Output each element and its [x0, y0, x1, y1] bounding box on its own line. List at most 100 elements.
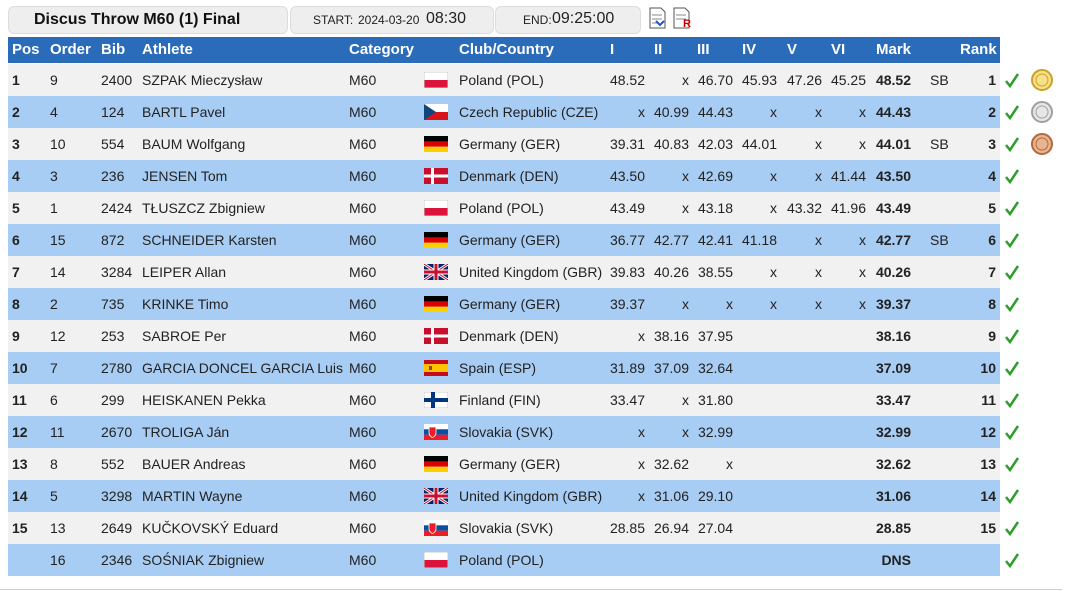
- attempt: x: [726, 456, 733, 472]
- check-icon: [1005, 104, 1020, 121]
- flag: [424, 360, 448, 376]
- attempt: x: [770, 168, 777, 184]
- attempt: 39.37: [609, 296, 645, 312]
- attempt: x: [815, 232, 822, 248]
- check-graphic: [1005, 233, 1020, 249]
- attempt: 33.47: [609, 392, 645, 408]
- column-header: Pos: [12, 41, 40, 58]
- column-header: III: [697, 41, 710, 58]
- column-header: Mark: [876, 41, 912, 58]
- category: M60: [349, 424, 377, 440]
- end-box: END: 09:25:00: [495, 6, 641, 34]
- attempt: 32.62: [653, 456, 689, 472]
- flag: [424, 104, 448, 120]
- position: 15: [12, 520, 28, 536]
- attempt: 29.10: [697, 488, 733, 504]
- position: 10: [12, 360, 28, 376]
- flag: [423, 262, 449, 282]
- attempt: 31.80: [697, 392, 733, 408]
- table-row: 5 1 2424 TŁUSZCZ Zbigniew M60 Poland (POL) 43.…: [8, 192, 1000, 224]
- start-time: 08:30: [426, 10, 467, 27]
- order: 3: [50, 168, 58, 184]
- check-graphic: [1005, 201, 1020, 217]
- category: M60: [349, 72, 377, 88]
- svg-text:R: R: [683, 18, 691, 29]
- flag: [423, 551, 449, 569]
- club-country: Germany (GER): [459, 232, 561, 248]
- mark: 37.09: [875, 360, 911, 376]
- check-graphic: [1005, 457, 1020, 473]
- check-icon: [1005, 456, 1020, 473]
- club-country: United Kingdom (GBR): [459, 488, 603, 504]
- check-graphic: [1005, 393, 1020, 409]
- table-row: 6 15 872 SCHNEIDER Karsten M60 Germany (GER) 3…: [8, 224, 1000, 256]
- medal-icon: [1031, 133, 1053, 155]
- table-row: 10 7 2780 GARCIA DONCEL GARCIA Luis M60 Spain…: [8, 352, 1000, 384]
- check-graphic: [1005, 73, 1020, 89]
- table-header: Pos Order Bib Athlete Category Club/Country I I…: [8, 37, 1000, 63]
- event-title: Discus Throw M60 (1) Final: [34, 11, 241, 28]
- check-graphic: [1005, 105, 1020, 121]
- order: 1: [50, 200, 58, 216]
- medal-graphic: [1031, 69, 1053, 91]
- club-country: Germany (GER): [459, 136, 561, 152]
- end-time: 09:25:00: [552, 10, 615, 27]
- order: 4: [50, 104, 58, 120]
- check-icon: [1005, 168, 1020, 185]
- category: M60: [349, 520, 377, 536]
- attempt: x: [682, 168, 689, 184]
- attempt: x: [770, 264, 777, 280]
- rank: 9: [988, 328, 996, 344]
- flag: [423, 391, 449, 409]
- attempt: x: [859, 104, 866, 120]
- attempt: 43.49: [609, 200, 645, 216]
- mark: DNS: [881, 552, 911, 568]
- table-row: 4 3 236 JENSEN Tom M60 Denmark (DEN) 43.50 x 42.…: [8, 160, 1000, 192]
- order: 11: [50, 424, 65, 440]
- column-header: II: [654, 41, 663, 58]
- table-row: 15 13 2649 KUČKOVSKÝ Eduard M60 Slovakia (SVK…: [8, 512, 1000, 544]
- rank: 7: [988, 264, 996, 280]
- check-graphic: [1005, 425, 1020, 441]
- rank: 1: [988, 72, 996, 88]
- attempt: 31.06: [653, 488, 689, 504]
- category: M60: [349, 456, 377, 472]
- club-country: Slovakia (SVK): [459, 424, 554, 440]
- athlete-name: SOŚNIAK Zbigniew: [142, 552, 265, 568]
- flag: [424, 296, 448, 312]
- attempt: 43.18: [697, 200, 733, 216]
- attempt: x: [726, 296, 733, 312]
- position: 6: [12, 232, 20, 248]
- attempt: 44.01: [741, 136, 777, 152]
- attempt: x: [638, 104, 645, 120]
- mark: 40.26: [875, 264, 911, 280]
- check-icon: [1005, 296, 1020, 313]
- mark: 44.01: [875, 136, 911, 152]
- athlete-name: KUČKOVSKÝ Eduard: [142, 520, 279, 536]
- attempt: 45.93: [741, 72, 777, 88]
- bib: 299: [101, 392, 125, 408]
- note: SB: [930, 72, 949, 88]
- attempt: 46.70: [697, 72, 733, 88]
- order: 2: [50, 296, 58, 312]
- attempt: 40.99: [653, 104, 689, 120]
- pdf-icons[interactable]: R: [647, 7, 695, 29]
- attempt: x: [815, 168, 822, 184]
- bib: 2780: [101, 360, 133, 376]
- check-icon: [1005, 264, 1020, 281]
- attempt: 26.94: [653, 520, 689, 536]
- column-header: Club/Country: [459, 41, 554, 58]
- medal-icon: [1031, 101, 1053, 123]
- athlete-name: MARTIN Wayne: [142, 488, 243, 504]
- club-country: Slovakia (SVK): [459, 520, 554, 536]
- position: 11: [12, 392, 27, 408]
- table-row: 11 6 299 HEISKANEN Pekka M60 Finland (FIN) 33.…: [8, 384, 1000, 416]
- column-header: Athlete: [142, 41, 193, 58]
- mark: 32.62: [875, 456, 911, 472]
- athlete-name: BARTL Pavel: [142, 104, 226, 120]
- start-box: START: 2024-03-20 08:30: [290, 6, 494, 34]
- check-graphic: [1005, 169, 1020, 185]
- athlete-name: SZPAK Mieczysław: [142, 72, 263, 88]
- bib: 2649: [101, 520, 133, 536]
- attempt: x: [815, 136, 822, 152]
